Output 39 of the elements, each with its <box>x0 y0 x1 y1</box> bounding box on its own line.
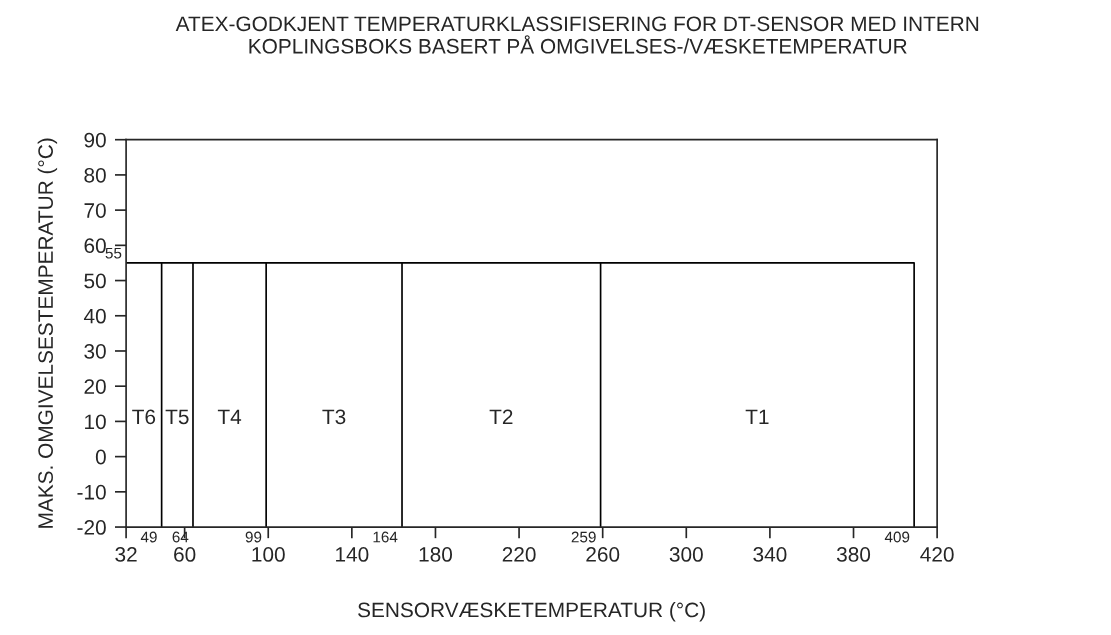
chart-title: ATEX-GODKJENT TEMPERATURKLASSIFISERING FOR DT-SENSOR MED INTERN KOPLINGSBOKS BASERT PÅ OMGIVELSES-/VÆSKETEMPERATUR <box>175 16 979 54</box>
y-tick-label: 30 <box>84 343 106 359</box>
annotation: 49 <box>140 531 157 543</box>
x-tick-label: 420 <box>920 547 954 562</box>
y-tick-label: 50 <box>84 273 106 289</box>
x-tick-label: 60 <box>174 547 196 562</box>
annotation: T1 <box>745 409 769 424</box>
x-axis-title: SENSORVÆSKETEMPERATUR (°C) <box>358 602 705 622</box>
x-tick-label: 100 <box>252 547 285 562</box>
annotation: 164 <box>373 531 398 543</box>
annotation: 99 <box>245 531 262 543</box>
annotation: T2 <box>489 409 513 424</box>
x-tick-label: 32 <box>115 547 137 562</box>
y-tick-label: 80 <box>84 167 106 183</box>
annotation: T3 <box>322 409 346 425</box>
x-tick-label: 260 <box>586 547 620 562</box>
y-tick-label: 20 <box>84 379 106 394</box>
x-tick-label: 380 <box>836 547 871 562</box>
y-tick-label: 70 <box>84 203 106 218</box>
x-tick-label: 220 <box>502 547 536 562</box>
y-tick-label: 10 <box>85 414 106 430</box>
annotation: T6 <box>132 409 156 425</box>
annotation: 55 <box>105 247 122 259</box>
y-tick-label: -20 <box>77 520 106 535</box>
y-tick-label: 40 <box>83 308 106 324</box>
annotation: 64 <box>172 531 189 543</box>
annotation: 409 <box>884 531 910 543</box>
x-tick-label: 180 <box>419 547 453 562</box>
annotation: 259 <box>571 531 596 543</box>
annotation: T5 <box>165 409 189 425</box>
x-tick-label: 300 <box>669 547 703 562</box>
x-tick-label: 140 <box>336 547 369 562</box>
y-axis-title: MAKS. OMGIVELSESTEMPERATUR (°C) <box>37 138 58 528</box>
annotation: T4 <box>217 409 242 424</box>
y-tick-label: 0 <box>95 449 106 465</box>
x-tick-label: 340 <box>753 547 787 562</box>
y-tick-label: 60 <box>84 238 106 254</box>
y-tick-label: -10 <box>77 484 106 500</box>
y-tick-label: 90 <box>84 132 106 148</box>
